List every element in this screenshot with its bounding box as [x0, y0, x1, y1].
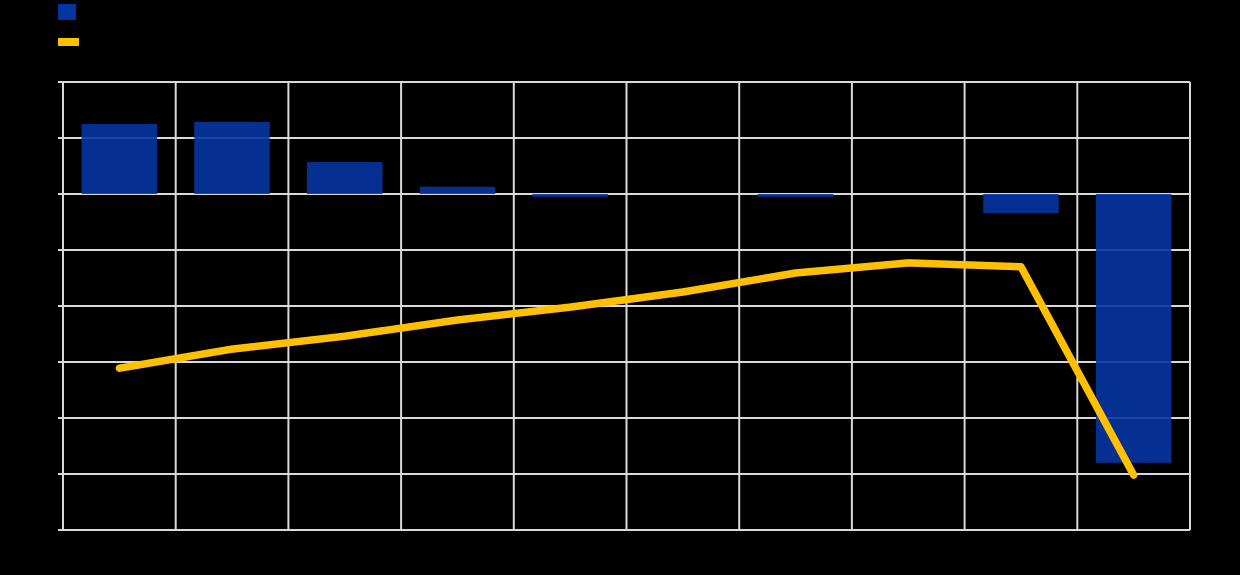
line-series-swatch-icon [58, 38, 79, 46]
legend-item-bar-series [58, 4, 82, 20]
bar [194, 121, 270, 194]
bar-series-swatch-icon [58, 4, 76, 20]
bar [1095, 194, 1172, 463]
bar [419, 186, 496, 194]
bar [983, 194, 1059, 214]
plot-area [58, 81, 1191, 531]
line-series-path [115, 259, 1138, 479]
bar [532, 194, 608, 197]
legend-item-line-series [58, 34, 85, 46]
bar [81, 124, 158, 194]
bar [757, 194, 834, 197]
bar [306, 162, 383, 194]
